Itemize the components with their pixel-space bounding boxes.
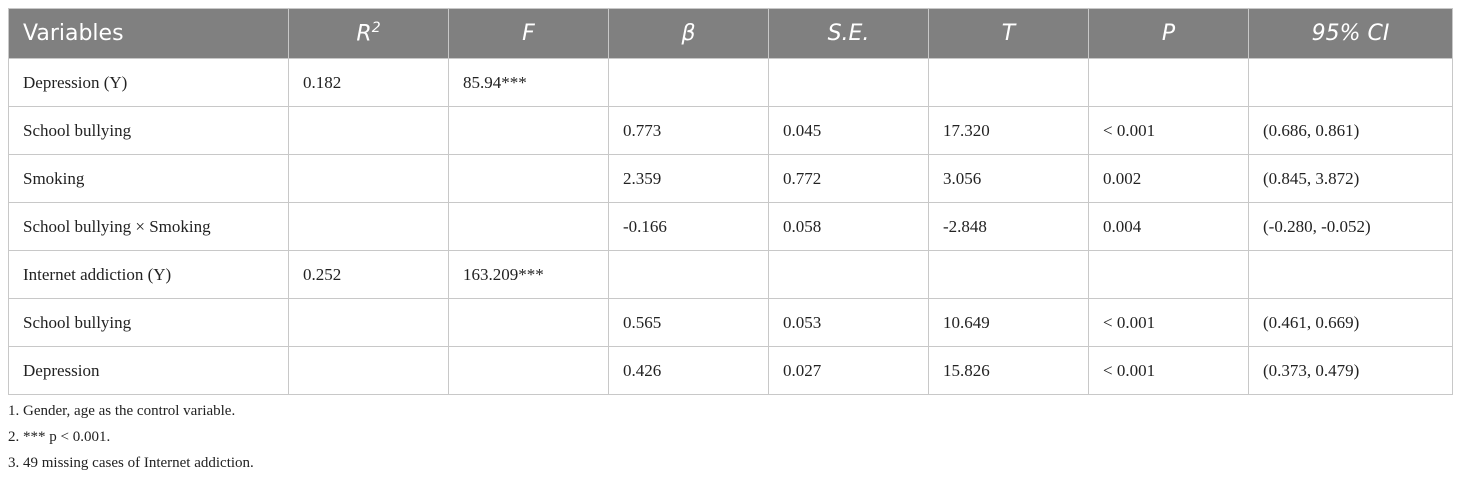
empty-cell	[928, 58, 1089, 107]
empty-cell	[768, 58, 929, 107]
empty-cell	[448, 346, 609, 395]
header-cell: S.E.	[768, 8, 929, 59]
empty-cell	[288, 154, 449, 203]
table-row: School bullying 0.773 0.045 17.320 < 0.001 (0…	[8, 106, 1453, 155]
empty-cell	[288, 106, 449, 155]
table-row: School bullying × Smoking -0.166 0.058 -2.8…	[8, 202, 1453, 251]
table-cell: -0.166	[608, 202, 769, 251]
empty-cell	[448, 298, 609, 347]
table-cell: 10.649	[928, 298, 1089, 347]
header-cell: F	[448, 8, 609, 59]
empty-cell	[1248, 250, 1453, 299]
table-row: School bullying 0.565 0.053 10.649 < 0.001 (0…	[8, 298, 1453, 347]
table-cell: 0.045	[768, 106, 929, 155]
footnote: 2. *** p < 0.001.	[8, 429, 111, 445]
table-cell: 0.027	[768, 346, 929, 395]
table-cell: 3.056	[928, 154, 1089, 203]
header-cell: 95% CI	[1248, 8, 1453, 59]
table-cell: 0.565	[608, 298, 769, 347]
table-cell: School bullying	[8, 298, 289, 347]
table-body: Depression (Y) 0.182 85.94*** School bullyi…	[8, 58, 1453, 395]
table-cell: Smoking	[8, 154, 289, 203]
table-cell: 0.773	[608, 106, 769, 155]
table-cell: Depression	[8, 346, 289, 395]
table-cell: 15.826	[928, 346, 1089, 395]
table-cell: 85.94***	[448, 58, 609, 107]
table-cell: 163.209***	[448, 250, 609, 299]
table-cell: 0.053	[768, 298, 929, 347]
table-cell: (0.686, 0.861)	[1248, 106, 1453, 155]
table-cell: 2.359	[608, 154, 769, 203]
table-cell: 0.002	[1088, 154, 1249, 203]
header-text: R	[356, 21, 372, 47]
table-row: Internet addiction (Y) 0.252 163.209***	[8, 250, 1453, 299]
empty-cell	[1088, 58, 1249, 107]
table-row: Depression 0.426 0.027 15.826 < 0.001 (0.373,…	[8, 346, 1453, 395]
table-cell: 0.182	[288, 58, 449, 107]
table-cell: < 0.001	[1088, 346, 1249, 395]
empty-cell	[1088, 250, 1249, 299]
header-cell: β	[608, 8, 769, 59]
empty-cell	[928, 250, 1089, 299]
table-cell: (0.461, 0.669)	[1248, 298, 1453, 347]
empty-cell	[288, 298, 449, 347]
header-superscript: 2	[371, 20, 381, 37]
empty-cell	[768, 250, 929, 299]
table-row: Smoking 2.359 0.772 3.056 0.002 (0.845, 3.872…	[8, 154, 1453, 203]
header-cell: P	[1088, 8, 1249, 59]
table-cell: 0.058	[768, 202, 929, 251]
footnote: 3. 49 missing cases of Internet addictio…	[8, 455, 254, 471]
table-cell: < 0.001	[1088, 298, 1249, 347]
table-cell: School bullying	[8, 106, 289, 155]
table-row: Depression (Y) 0.182 85.94***	[8, 58, 1453, 107]
table-cell: (0.373, 0.479)	[1248, 346, 1453, 395]
empty-cell	[608, 250, 769, 299]
table-cell: School bullying × Smoking	[8, 202, 289, 251]
table-cell: Depression (Y)	[8, 58, 289, 107]
footnotes: 1. Gender, age as the control variable. 2…	[8, 398, 254, 476]
empty-cell	[288, 346, 449, 395]
table-cell: (0.845, 3.872)	[1248, 154, 1453, 203]
table-cell: (-0.280, -0.052)	[1248, 202, 1453, 251]
header-cell: Variables	[8, 8, 289, 59]
table-cell: < 0.001	[1088, 106, 1249, 155]
empty-cell	[1248, 58, 1453, 107]
empty-cell	[448, 106, 609, 155]
table-cell: -2.848	[928, 202, 1089, 251]
table-cell: 0.004	[1088, 202, 1249, 251]
table-cell: 17.320	[928, 106, 1089, 155]
empty-cell	[448, 202, 609, 251]
table-cell: 0.252	[288, 250, 449, 299]
table-cell: Internet addiction (Y)	[8, 250, 289, 299]
empty-cell	[608, 58, 769, 107]
table-cell: 0.772	[768, 154, 929, 203]
empty-cell	[288, 202, 449, 251]
empty-cell	[448, 154, 609, 203]
footnote: 1. Gender, age as the control variable.	[8, 403, 236, 419]
header-cell: R2	[288, 8, 449, 59]
header-cell: T	[928, 8, 1089, 59]
table-cell: 0.426	[608, 346, 769, 395]
